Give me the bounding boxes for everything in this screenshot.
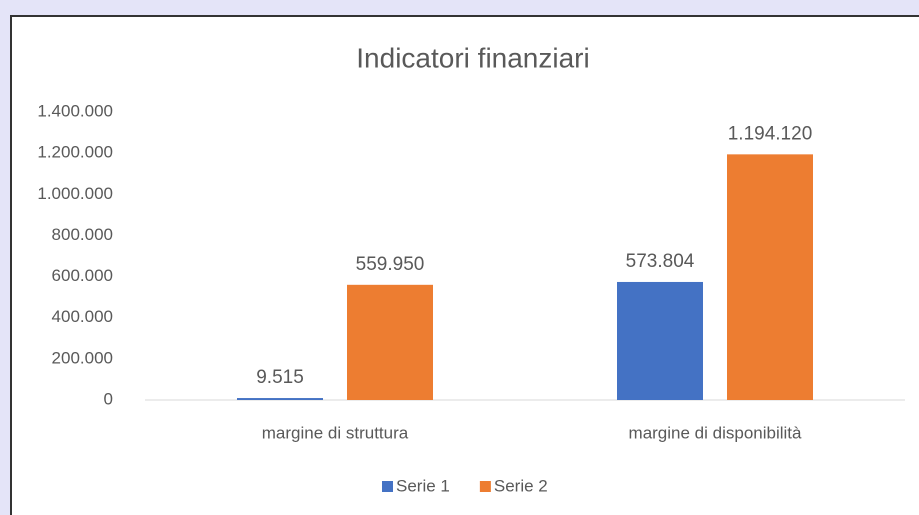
data-label: 1.194.120 bbox=[728, 123, 813, 144]
bar bbox=[237, 398, 323, 400]
bar bbox=[617, 281, 703, 400]
legend-swatch bbox=[479, 481, 491, 492]
data-label: 9.515 bbox=[256, 367, 304, 388]
y-tick-label: 200.000 bbox=[52, 348, 113, 367]
legend-label: Serie 2 bbox=[494, 476, 548, 495]
y-tick-label: 0 bbox=[104, 389, 113, 408]
bar bbox=[727, 154, 813, 400]
data-label: 573.804 bbox=[626, 251, 695, 272]
y-tick-label: 800.000 bbox=[52, 225, 113, 244]
legend-label: Serie 1 bbox=[396, 476, 450, 495]
y-tick-label: 1.000.000 bbox=[37, 184, 113, 203]
x-tick-label: margine di struttura bbox=[262, 423, 409, 442]
y-tick-label: 400.000 bbox=[52, 307, 113, 326]
y-tick-label: 1.200.000 bbox=[37, 143, 113, 162]
y-tick-label: 600.000 bbox=[52, 266, 113, 285]
data-label: 559.950 bbox=[356, 254, 425, 275]
x-tick-label: margine di disponibilità bbox=[629, 423, 802, 442]
chart-title: Indicatori finanziari bbox=[356, 42, 589, 73]
y-tick-label: 1.400.000 bbox=[37, 101, 113, 120]
bar bbox=[347, 284, 433, 400]
legend-swatch bbox=[382, 481, 393, 492]
